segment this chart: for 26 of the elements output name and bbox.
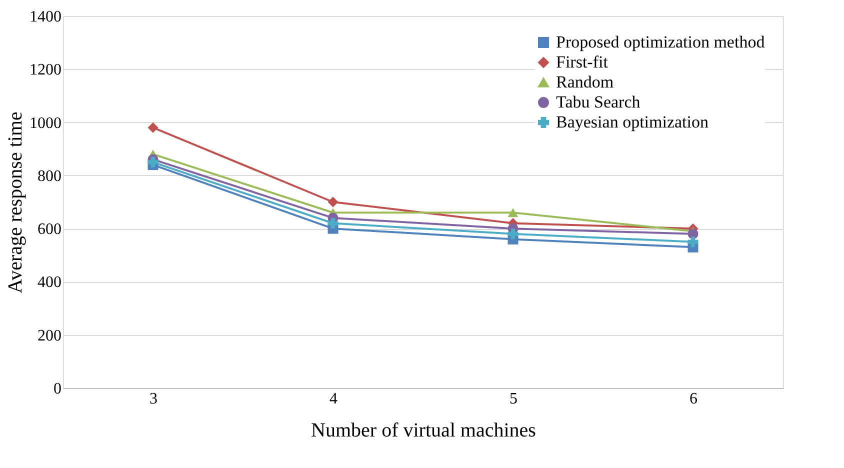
legend-label: Tabu Search: [556, 92, 641, 112]
y-tick-label: 800: [38, 168, 62, 185]
point: [148, 156, 158, 168]
y-tick-label: 600: [38, 221, 62, 238]
x-tick-label: 6: [690, 390, 698, 408]
point: [688, 236, 698, 248]
point: [328, 196, 338, 208]
y-tick-label: 1000: [30, 114, 62, 132]
point: [508, 228, 518, 240]
x-tick-label: 5: [510, 390, 518, 408]
legend-label: Proposed optimization method: [556, 32, 766, 52]
x-axis-title: Number of virtual machines: [311, 420, 536, 442]
y-tick-label: 200: [38, 327, 62, 344]
y-axis-title: Average response time: [4, 111, 26, 294]
point: [508, 208, 518, 218]
legend-label: Bayesian optimization: [556, 112, 709, 132]
point: [328, 218, 338, 228]
y-tick-label: 1200: [30, 62, 62, 79]
point: [148, 122, 158, 133]
x-tick-label: 4: [330, 390, 338, 408]
y-tick-label: 0: [54, 380, 62, 398]
x-tick-label: 3: [150, 390, 158, 408]
y-tick-label: 400: [38, 274, 62, 292]
y-tick-label: 1400: [30, 8, 62, 26]
legend-label: First-fit: [556, 52, 608, 72]
legend-label: Random: [556, 72, 614, 92]
